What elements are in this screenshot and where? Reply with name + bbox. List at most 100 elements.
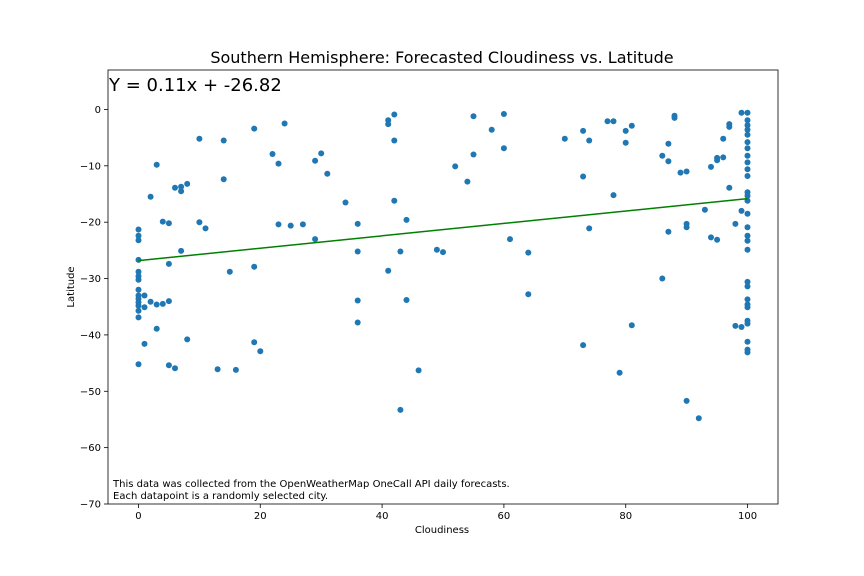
data-point xyxy=(251,263,258,270)
data-point xyxy=(178,188,185,195)
data-point xyxy=(659,152,666,159)
data-point xyxy=(135,286,142,293)
y-tick-label: −70 xyxy=(80,500,101,511)
data-point xyxy=(397,406,404,413)
data-point xyxy=(299,221,306,228)
y-tick-label: −40 xyxy=(80,330,101,341)
y-tick-label: −30 xyxy=(80,274,101,285)
data-point xyxy=(354,319,361,326)
data-point xyxy=(354,248,361,255)
data-point xyxy=(744,122,751,129)
data-point xyxy=(701,206,708,213)
y-tick-label: −20 xyxy=(80,218,101,229)
data-point xyxy=(586,137,593,144)
data-point xyxy=(744,173,751,179)
data-point xyxy=(726,123,733,130)
data-point xyxy=(220,176,227,183)
x-tick-label: 0 xyxy=(135,511,141,522)
data-point xyxy=(616,369,623,376)
data-point xyxy=(172,365,178,372)
data-point xyxy=(683,224,690,231)
data-point xyxy=(744,296,751,303)
data-point xyxy=(440,249,446,256)
chart-title: Southern Hemisphere: Forecasted Cloudine… xyxy=(210,48,673,67)
regression-equation: Y = 0.11x + -26.82 xyxy=(108,75,282,96)
data-point xyxy=(744,278,751,285)
data-point xyxy=(500,145,507,152)
data-point xyxy=(135,302,142,309)
data-point xyxy=(184,180,191,187)
data-point xyxy=(744,232,751,239)
data-point xyxy=(580,342,587,349)
data-point xyxy=(232,366,239,373)
data-point xyxy=(738,207,745,214)
data-point xyxy=(507,236,513,243)
data-point xyxy=(135,268,142,275)
data-point xyxy=(141,340,148,347)
data-point xyxy=(665,158,672,165)
data-point xyxy=(391,137,398,144)
x-tick-label: 80 xyxy=(619,511,632,522)
data-point xyxy=(275,160,282,167)
data-source-note-line-2: Each datapoint is a randomly selected ci… xyxy=(113,491,328,502)
data-point xyxy=(744,283,751,290)
data-point xyxy=(671,114,678,121)
y-axis-ticks: 0 −10 −20 −30 −40 −50 −60 −70 xyxy=(80,105,108,511)
data-point xyxy=(695,415,702,422)
y-tick-label: 0 xyxy=(95,105,101,116)
data-point xyxy=(464,178,471,185)
data-point xyxy=(720,135,727,142)
data-point xyxy=(677,169,684,176)
data-point xyxy=(172,184,178,191)
data-point xyxy=(744,126,751,133)
data-point xyxy=(744,109,751,116)
y-axis-label: Latitude xyxy=(66,266,77,307)
data-point xyxy=(610,118,617,125)
data-point xyxy=(318,150,325,157)
data-point xyxy=(141,304,148,311)
data-point xyxy=(561,135,568,142)
x-tick-label: 40 xyxy=(376,511,389,522)
data-point xyxy=(165,220,172,227)
x-tick-label: 100 xyxy=(738,511,757,522)
x-axis-label: Cloudiness xyxy=(415,525,469,536)
data-point xyxy=(525,291,532,298)
data-point xyxy=(135,232,142,239)
data-point xyxy=(135,314,142,321)
data-point xyxy=(470,151,477,158)
data-point xyxy=(354,220,361,227)
data-point xyxy=(275,221,282,228)
data-point xyxy=(744,210,751,217)
data-point xyxy=(159,300,166,307)
data-point xyxy=(500,111,507,117)
data-point xyxy=(604,118,611,125)
data-point xyxy=(269,151,276,157)
data-point xyxy=(744,152,751,159)
data-point xyxy=(622,139,629,146)
data-point xyxy=(251,125,258,132)
data-point xyxy=(659,275,666,282)
data-point xyxy=(744,349,751,356)
data-point xyxy=(744,192,751,199)
data-point xyxy=(683,397,690,404)
data-point xyxy=(738,324,745,330)
data-point xyxy=(184,336,191,343)
data-point xyxy=(580,127,587,134)
data-point xyxy=(196,219,203,226)
regression-layer xyxy=(138,197,748,262)
data-point xyxy=(744,166,751,173)
y-tick-label: −10 xyxy=(80,161,101,172)
data-point xyxy=(312,236,319,243)
regression-line xyxy=(138,197,748,262)
data-point xyxy=(135,307,142,314)
data-point xyxy=(665,228,672,235)
data-point xyxy=(178,247,185,254)
data-point xyxy=(732,220,739,227)
data-points xyxy=(135,109,751,422)
data-point xyxy=(165,260,172,267)
data-point xyxy=(159,218,166,225)
data-point xyxy=(147,298,154,305)
data-point xyxy=(708,163,714,170)
data-point xyxy=(165,298,172,305)
data-point xyxy=(744,338,751,345)
